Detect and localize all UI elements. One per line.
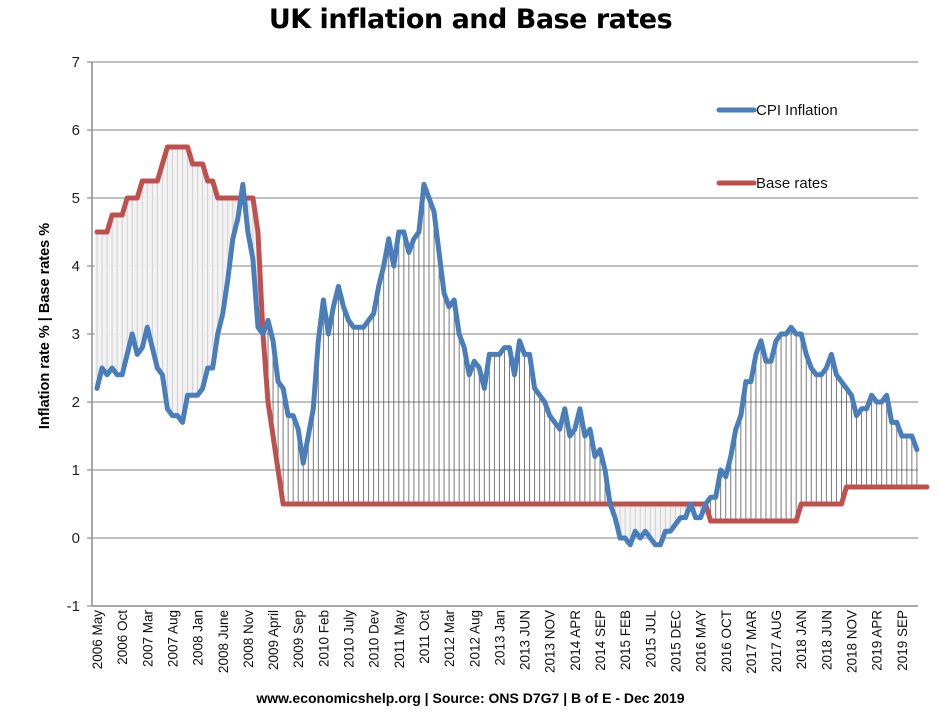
x-tick-labels: 2006 May 2006 Oct 2007 Mar 2007 Aug 2008 Jan… bbox=[90, 610, 910, 674]
x-tick-label: 2018 JUN bbox=[819, 610, 834, 670]
x-tick-label: 2006 May bbox=[90, 610, 105, 670]
x-tick-label: 2009 April bbox=[266, 610, 281, 670]
source-footer: www.economicshelp.org | Source: ONS D7G7… bbox=[256, 690, 685, 706]
y-tick-label: 7 bbox=[72, 54, 80, 71]
x-tick-label: 2015 JUL bbox=[643, 610, 658, 668]
series-line-base-rates bbox=[94, 144, 930, 524]
x-tick-label: 2007 Aug bbox=[165, 610, 180, 667]
x-tick-label: 2018 JAN bbox=[794, 610, 809, 669]
y-tick-label: 6 bbox=[72, 122, 80, 139]
x-tick-label: 2019 APR bbox=[870, 610, 885, 671]
x-tick-label: 2016 MAY bbox=[694, 610, 709, 672]
x-tick-label: 2019 SEP bbox=[895, 610, 910, 671]
x-tick-label: 2008 Nov bbox=[241, 610, 256, 668]
x-tick-label: 2016 OCT bbox=[719, 610, 734, 672]
x-tick-label: 2015 FEB bbox=[618, 610, 633, 670]
x-tick-label: 2008 Jan bbox=[191, 610, 206, 666]
legend-label: CPI Inflation bbox=[756, 102, 838, 119]
y-tick-label: 4 bbox=[72, 258, 80, 275]
y-tick-label: 0 bbox=[72, 530, 80, 547]
x-tick-label: 2012 Mar bbox=[442, 610, 457, 668]
x-tick-label: 2012 Aug bbox=[467, 610, 482, 667]
y-tick-label: 1 bbox=[72, 462, 80, 479]
y-tick-label: -1 bbox=[67, 598, 80, 615]
x-tick-label: 2015 DEC bbox=[668, 610, 683, 673]
y-tick-labels: -1 0 1 2 3 4 5 6 7 bbox=[67, 54, 80, 615]
series-lines bbox=[94, 144, 930, 548]
legend: CPI Inflation Base rates bbox=[716, 102, 838, 192]
x-tick-label: 2006 Oct bbox=[115, 610, 130, 665]
x-tick-label: 2017 AUG bbox=[769, 610, 784, 672]
x-tick-label: 2011 May bbox=[392, 610, 407, 669]
x-tick-label: 2011 Oct bbox=[417, 610, 432, 664]
x-tick-label: 2010 Feb bbox=[316, 610, 331, 667]
axes bbox=[87, 61, 918, 607]
drop-lines bbox=[94, 147, 918, 545]
x-tick-label: 2013 JUN bbox=[518, 610, 533, 670]
y-tick-label: 2 bbox=[72, 394, 80, 411]
y-tick-label: 3 bbox=[72, 326, 80, 343]
series-line-cpi-inflation bbox=[94, 181, 920, 548]
x-tick-label: 2009 Sep bbox=[291, 610, 306, 668]
x-tick-label: 2013 Jan bbox=[492, 610, 507, 666]
chart-title: UK inflation and Base rates bbox=[268, 4, 673, 35]
x-tick-label: 2010 Dev bbox=[367, 610, 382, 668]
x-tick-label: 2008 June bbox=[216, 610, 231, 673]
x-tick-label: 2014 SEP bbox=[593, 610, 608, 671]
y-tick-label: 5 bbox=[72, 190, 80, 207]
x-tick-label: 2014 APR bbox=[568, 610, 583, 671]
x-tick-label: 2007 Mar bbox=[140, 610, 155, 668]
x-tick-label: 2018 NOV bbox=[845, 610, 860, 673]
legend-label: Base rates bbox=[756, 175, 828, 192]
x-tick-label: 2017 MAR bbox=[744, 610, 759, 674]
x-tick-label: 2013 NOV bbox=[543, 610, 558, 673]
x-tick-label: 2010 July bbox=[342, 610, 357, 668]
